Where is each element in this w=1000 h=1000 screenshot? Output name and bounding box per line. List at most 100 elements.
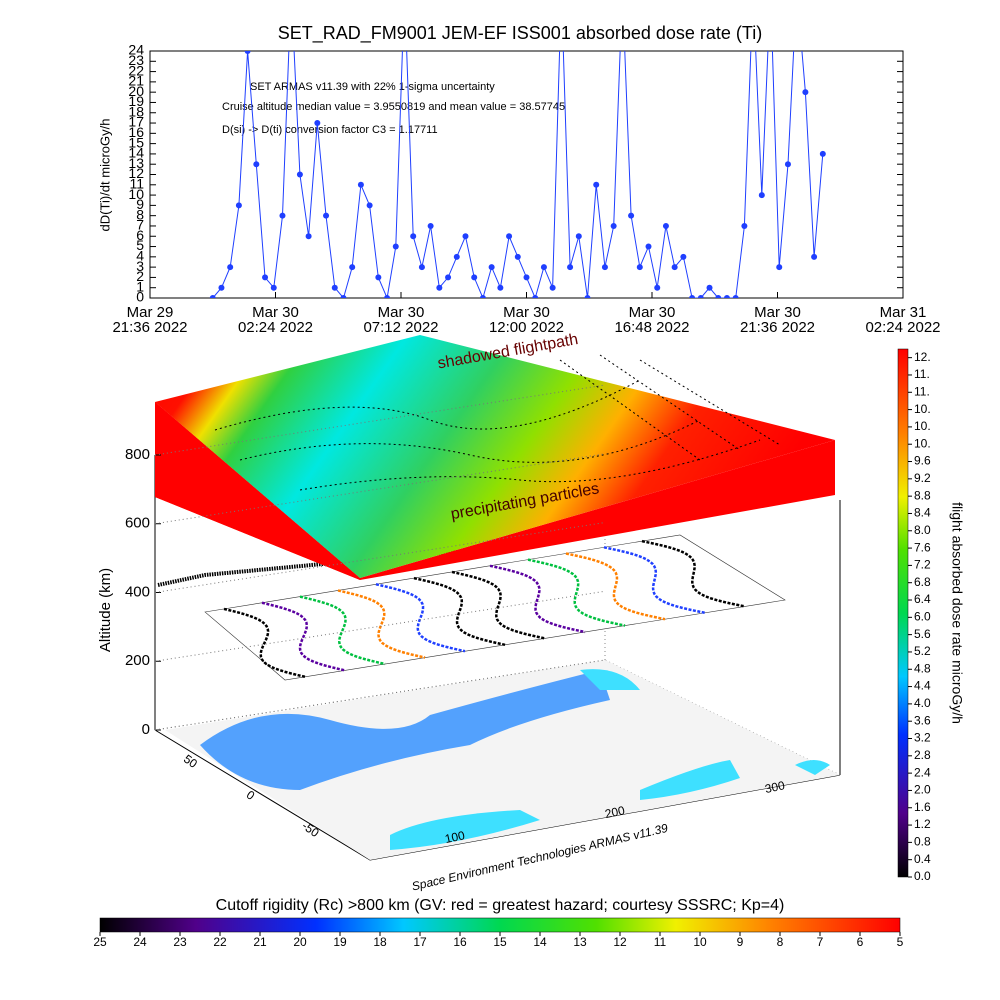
colorbar-tick-label: 4.8: [914, 661, 931, 675]
data-point: [279, 212, 286, 219]
z-tick-label: 0: [142, 721, 150, 738]
data-point: [349, 264, 356, 271]
colorbar-tick-label: 10.: [914, 436, 931, 450]
colorbar-tick-label: 1.6: [914, 800, 931, 814]
colorbar-tick-label: 20: [293, 935, 307, 949]
colorbar-tick-label: 9.6: [914, 454, 931, 468]
colorbar: [897, 348, 909, 878]
colorbar-tick-label: 9.2: [914, 471, 931, 485]
data-point: [462, 233, 469, 240]
y-tick-label: 13: [128, 155, 144, 171]
colorbar-tick-label: 19: [333, 935, 347, 949]
data-point: [645, 243, 652, 250]
y-tick-label: 23: [128, 52, 144, 68]
colorbar-tick-label: 0.0: [914, 869, 931, 883]
flight-track: [375, 583, 466, 653]
x-tick-label-line: Mar 30: [754, 304, 801, 321]
data-point: [819, 150, 826, 157]
colorbar-tick-label: 6.4: [914, 592, 931, 606]
lon-tick-label: 200: [604, 803, 627, 821]
colorbar-tick-label: 17: [413, 935, 427, 949]
y-tick-label: 21: [128, 73, 144, 89]
x-tick-label-line: Mar 31: [880, 304, 927, 321]
colorbar-label: flight absorbed dose rate microGy/h: [949, 502, 965, 724]
slab-side: [155, 402, 835, 580]
colorbar: [99, 917, 901, 933]
colorbar-tick-label: 1.2: [914, 817, 931, 831]
z-tick-label: 200: [125, 652, 150, 669]
series-line: [212, 51, 824, 298]
x-tick-label-line: Mar 30: [503, 304, 550, 321]
data-point: [410, 233, 417, 240]
flight-plane: [204, 534, 786, 681]
colorbar-tick-label: 4.0: [914, 696, 931, 710]
colorbar-tick-label: 25: [93, 935, 107, 949]
colorbar-tick-label: 18: [373, 935, 387, 949]
slab-texture: [214, 354, 781, 491]
data-point: [662, 222, 669, 229]
data-point: [262, 274, 269, 281]
data-point: [436, 284, 443, 291]
colorbar-tick-label: 10.: [914, 402, 931, 416]
annotation: Cruise altitude median value = 3.9550819…: [222, 101, 565, 113]
y-tick-label: 5: [136, 237, 144, 253]
flight-tracks: [223, 539, 746, 679]
colorbar-tick-label: 10: [693, 935, 707, 949]
data-point: [471, 274, 478, 281]
y-tick-label: 24: [128, 42, 144, 58]
data-point: [610, 222, 617, 229]
data-point: [227, 264, 234, 271]
data-point: [479, 295, 486, 298]
data-point: [671, 264, 678, 271]
y-tick-label: 17: [128, 114, 144, 130]
data-point: [593, 181, 600, 188]
data-point: [366, 202, 373, 209]
data-point: [784, 161, 791, 168]
data-point: [723, 295, 730, 298]
y-axis-label: dD(Ti)/dt microGy/h: [97, 119, 112, 232]
colorbar-tick-label: 5: [897, 935, 904, 949]
z-tick-label: 400: [125, 583, 150, 600]
colorbar-tick-label: 2.0: [914, 783, 931, 797]
colorbar-tick-label: 5.6: [914, 627, 931, 641]
x-tick-label-line: 12:00 2022: [489, 319, 564, 336]
data-point: [331, 284, 338, 291]
y-tick-label: 8: [136, 206, 144, 222]
y-tick-label: 4: [136, 248, 144, 264]
colorbar-tick-label: 7: [817, 935, 824, 949]
lat-tick-label: 50: [181, 752, 200, 771]
colorbar-tick-label: 3.2: [914, 731, 931, 745]
x-tick-label: Mar 30 12:00 2022: [489, 304, 564, 336]
colorbar-tick-label: 4.4: [914, 679, 931, 693]
colorbar-tick-label: 12: [613, 935, 627, 949]
x-tick-label: Mar 29 21:36 2022: [112, 304, 187, 336]
y-tick-label: 7: [136, 217, 144, 233]
panel-3d: [154, 335, 841, 861]
colorbar-tick-label: 22: [213, 935, 227, 949]
y-tick-label: 16: [128, 124, 144, 140]
data-point: [384, 295, 391, 298]
z-tick-label: 600: [125, 515, 150, 532]
colorbar-label: Cutoff rigidity (Rc) >800 km (GV: red = …: [216, 897, 785, 914]
y-tick-label: 20: [128, 83, 144, 99]
y-tick-label: 9: [136, 196, 144, 212]
data-point: [418, 264, 425, 271]
series: [209, 51, 826, 298]
colorbar-tick-label: 11.: [914, 384, 930, 398]
colorbar-tick-label: 0.8: [914, 835, 931, 849]
colorbar-tick-label: 8: [777, 935, 784, 949]
flight-track: [299, 595, 386, 666]
y-tick-label: 12: [128, 165, 144, 181]
colorbar-tick-label: 3.6: [914, 713, 931, 727]
data-point: [706, 284, 713, 291]
colorbar-tick-label: 12.: [914, 350, 931, 364]
x-tick-label: Mar 30 02:24 2022: [238, 304, 313, 336]
data-point: [340, 295, 347, 298]
data-point: [375, 274, 382, 281]
z-axis-label: Altitude (km): [97, 568, 114, 652]
colorbar-tick-label: 8.0: [914, 523, 931, 537]
colorbar-tick-label: 16: [453, 935, 467, 949]
data-point: [270, 284, 277, 291]
data-point: [532, 295, 539, 298]
colorbar-tick-label: 6.0: [914, 609, 931, 623]
